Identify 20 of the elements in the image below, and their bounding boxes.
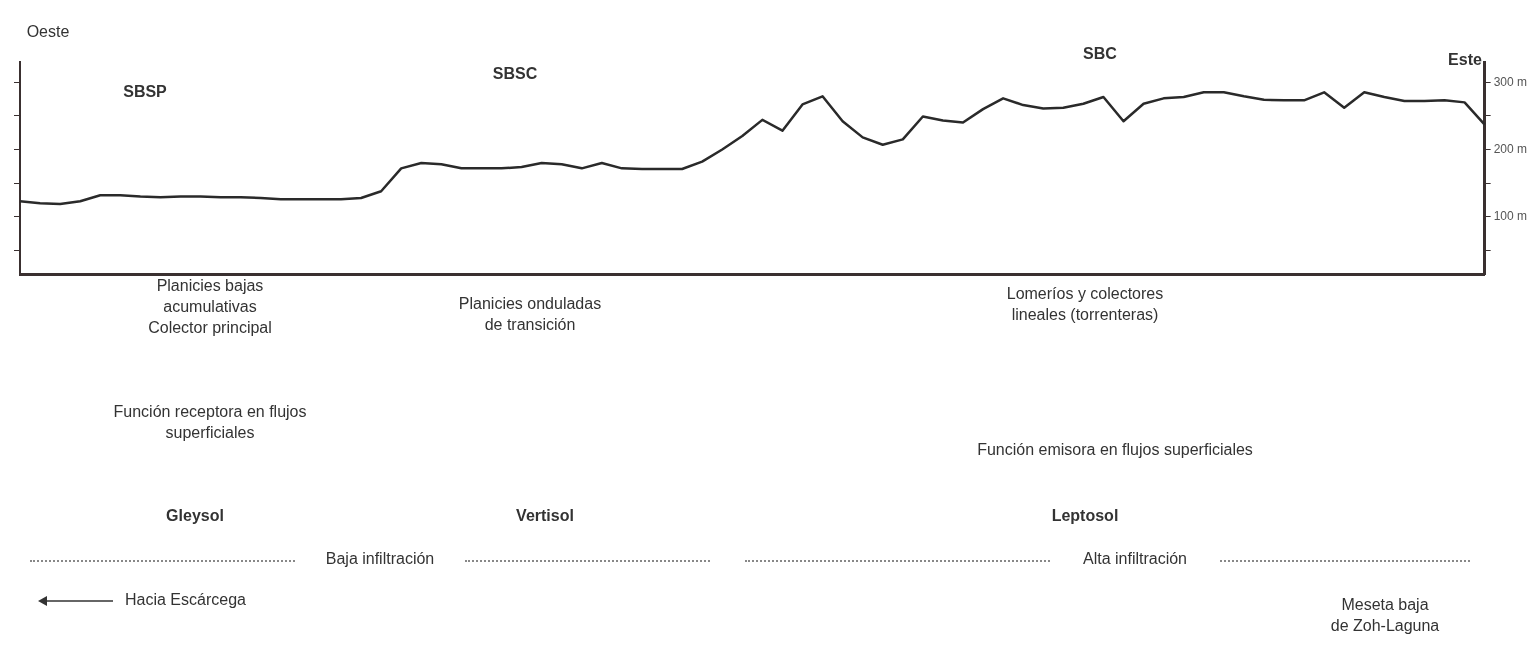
text: Vertisol <box>515 506 575 526</box>
text: Baja infiltración <box>324 549 436 569</box>
text: Gleysol <box>165 506 225 526</box>
y-tick-label: 100 m <box>1493 209 1528 224</box>
text: Planicies onduladas de transición <box>457 294 603 335</box>
text: Lomeríos y colectores lineales (torrenteras) <box>1005 284 1165 325</box>
y-tick-label: 300 m <box>1493 74 1528 89</box>
annotation: SBSC <box>491 64 539 84</box>
annotation: Este <box>1447 50 1483 70</box>
text: Leptosol <box>1050 506 1120 526</box>
text: Oeste <box>25 22 71 42</box>
text: Función emisora en flujos superficiales <box>976 440 1254 460</box>
y-tick-label: 200 m <box>1493 141 1528 156</box>
text: Función receptora en flujos superficiales <box>112 402 308 443</box>
text: Alta infiltración <box>1081 549 1188 569</box>
text: Meseta baja de Zoh-Laguna <box>1329 595 1441 636</box>
text: Planicies bajas acumulativas Colector principal <box>147 276 273 338</box>
text: Hacia Escárcega <box>125 590 247 610</box>
annotation: SBSP <box>122 82 168 102</box>
text: SBC <box>1082 44 1118 64</box>
